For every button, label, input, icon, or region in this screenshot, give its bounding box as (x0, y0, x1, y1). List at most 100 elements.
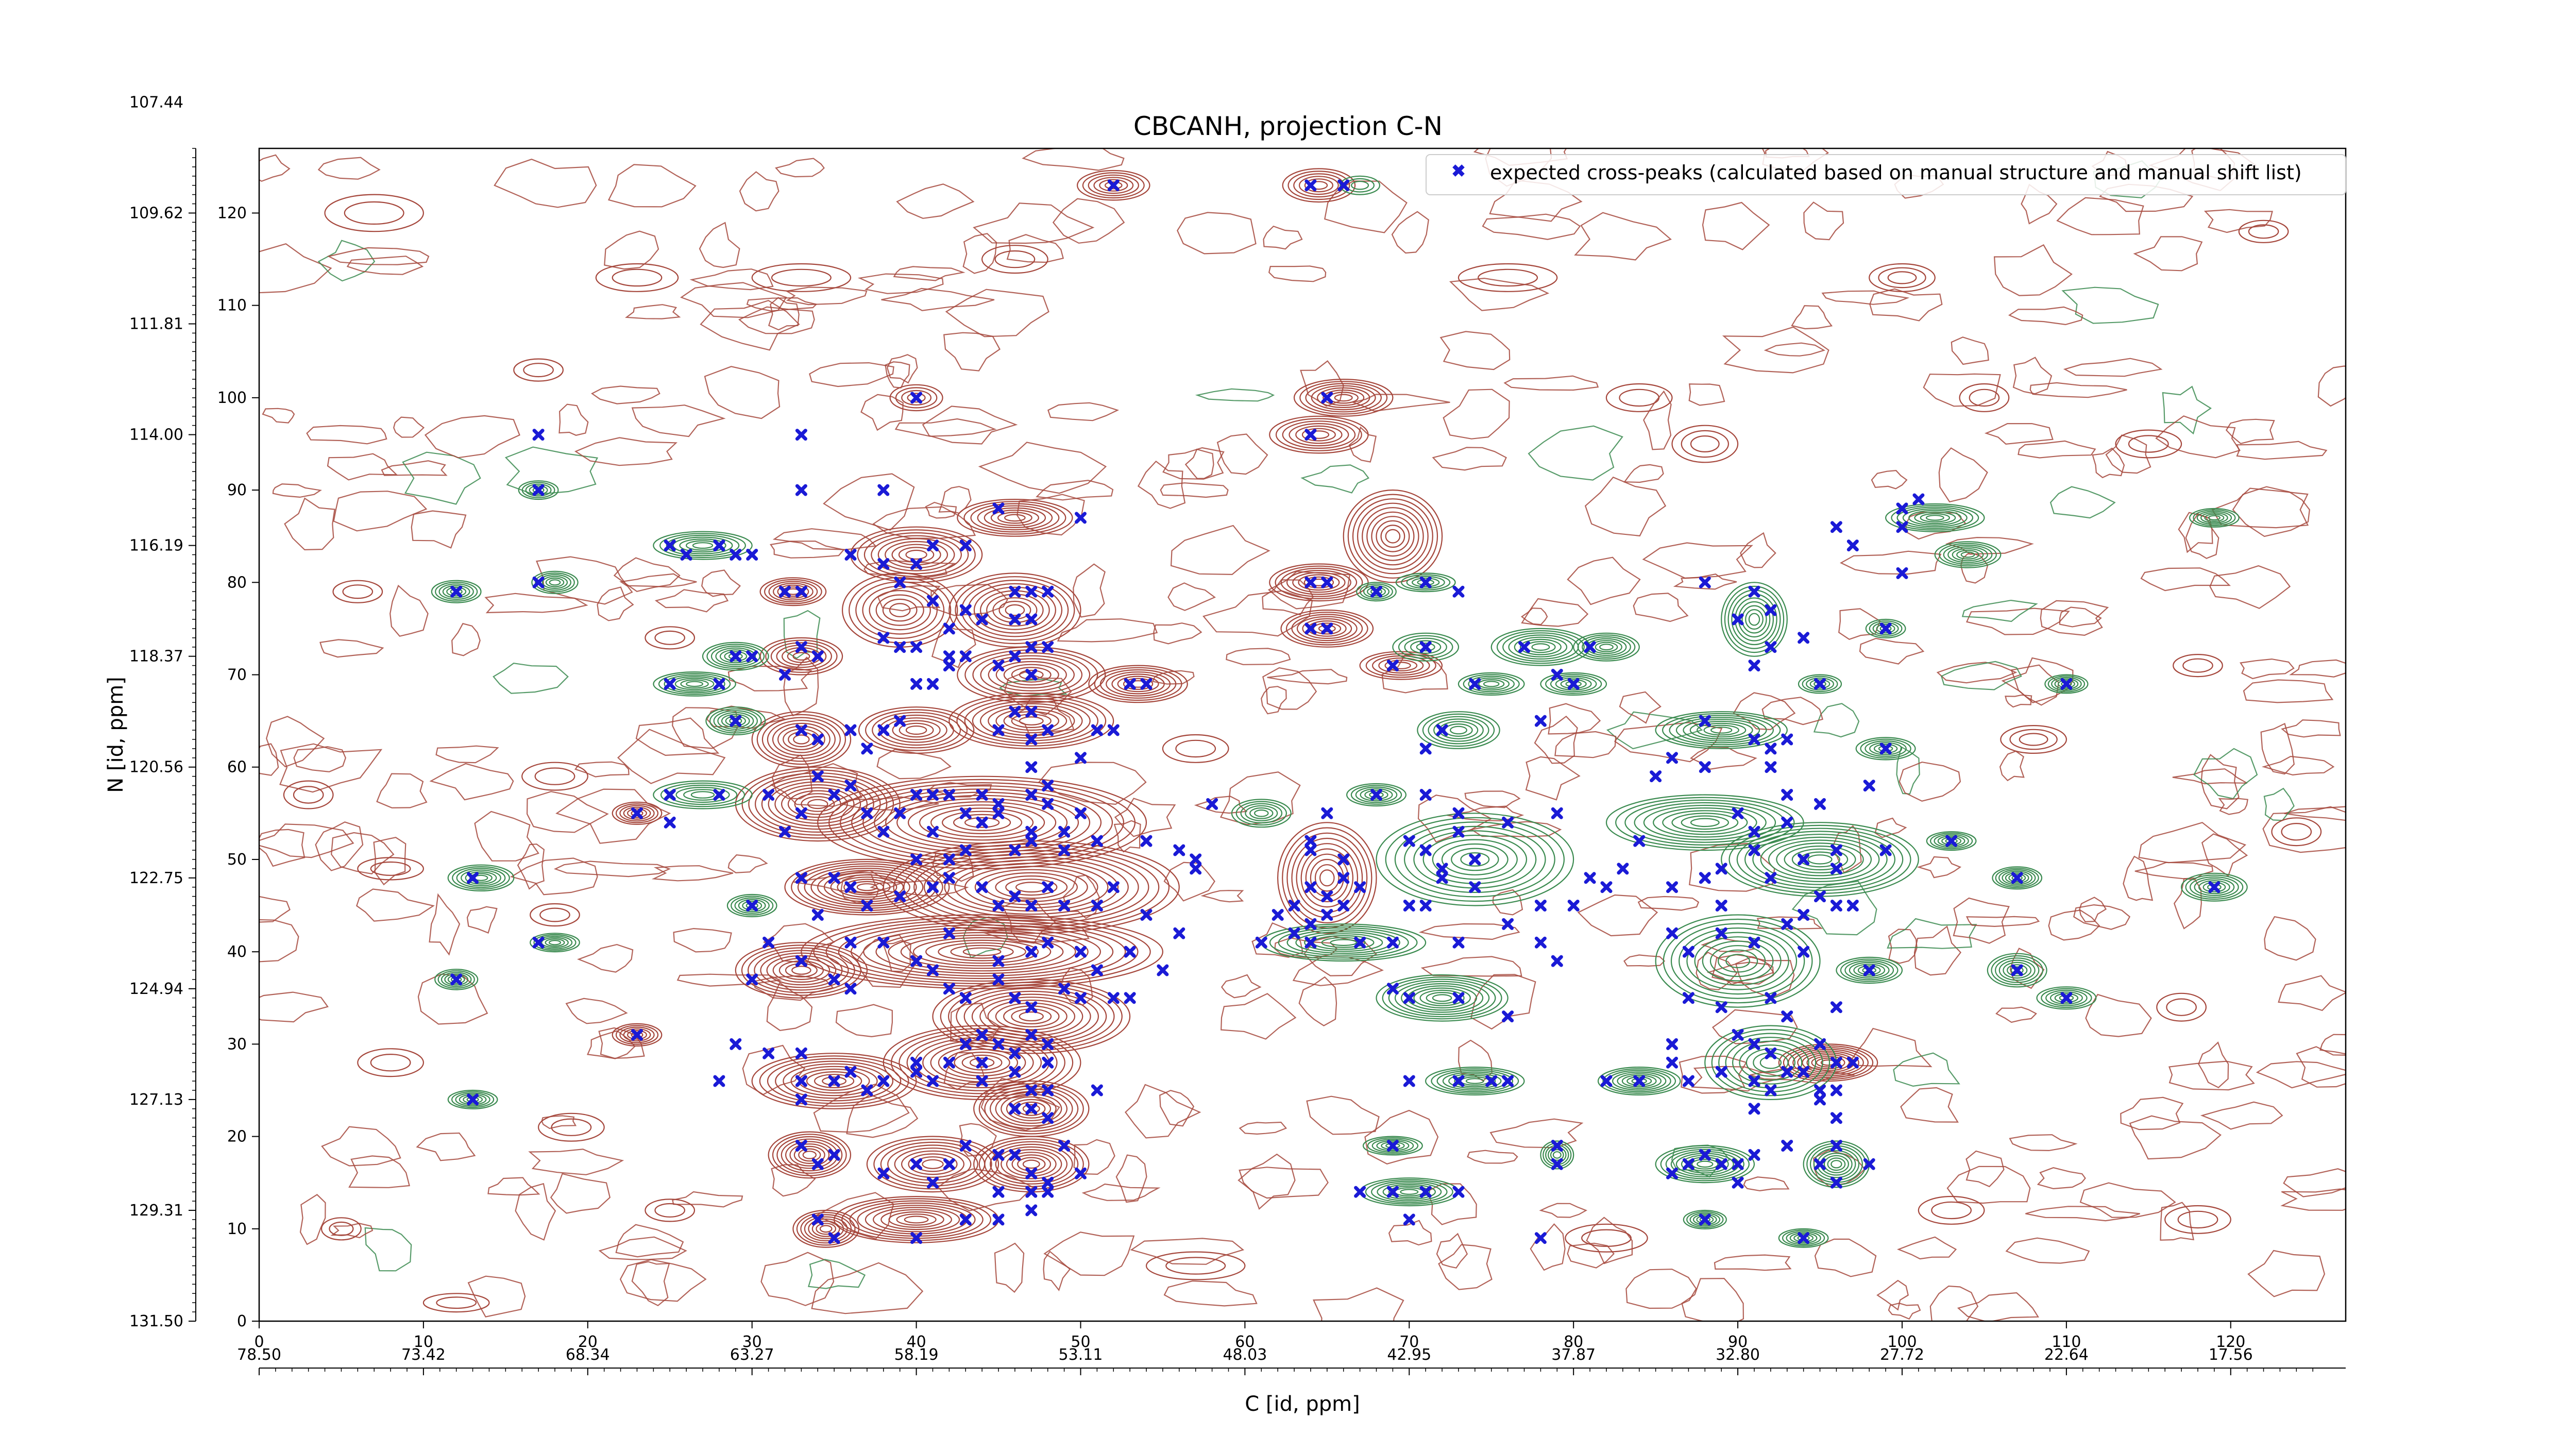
noise-contour (1239, 1167, 1329, 1199)
contour-ring (856, 883, 878, 891)
noise-contour (742, 1044, 806, 1095)
cross-peak-marker (992, 798, 1005, 810)
contour-ring (802, 1151, 817, 1159)
contour-ring (1388, 978, 1496, 1018)
contour-ring (1876, 623, 1895, 634)
noise-contour (259, 991, 329, 1023)
noise-contour (1940, 661, 2022, 690)
contour-ring (1382, 976, 1502, 1020)
cross-peak-marker (1682, 992, 1694, 1004)
contour-ring (986, 594, 1044, 627)
noise-contour (2005, 1237, 2090, 1264)
noise-contour (284, 497, 335, 551)
contour-ring (1865, 740, 1907, 757)
cross-peak-marker (1075, 1167, 1087, 1179)
negative-contour-cluster (1926, 831, 1977, 851)
contour-ring (1555, 677, 1592, 691)
contour-ring (674, 678, 715, 690)
noise-contour (1893, 1052, 1960, 1087)
contour-ring (1552, 1151, 1562, 1159)
contour-ring (789, 1143, 830, 1167)
contour-ring (2189, 508, 2240, 528)
contour-ring (1451, 848, 1499, 871)
noise-contour (1221, 974, 1262, 999)
contour-ring (888, 932, 1076, 972)
noise-contour (333, 491, 428, 532)
cross-peak-marker (1091, 900, 1103, 912)
cross-peak-marker (467, 872, 479, 884)
contour-ring (1914, 511, 1956, 525)
cross-peak-marker (1009, 1103, 1021, 1115)
contour-ring (1816, 1057, 1841, 1068)
contour-ring (329, 1221, 354, 1236)
contour-ring (792, 1209, 860, 1248)
noise-contour (1006, 234, 1064, 263)
noise-contour (727, 665, 812, 691)
noise-contour (783, 610, 821, 659)
contour-ring (1395, 572, 1456, 593)
negative-contour-cluster (1376, 813, 1574, 906)
cross-peak-marker (1321, 890, 1333, 903)
cross-peak-marker (1534, 715, 1547, 727)
contour-ring (751, 711, 852, 768)
contour-ring (977, 505, 1053, 531)
contour-ring (905, 725, 927, 735)
contour-ring (988, 658, 1075, 691)
contour-ring (930, 807, 1034, 838)
negative-contour-cluster (702, 642, 769, 671)
contour-ring (1240, 803, 1283, 824)
contour-ring (452, 866, 510, 890)
contour-ring (675, 786, 730, 803)
noise-contour (766, 982, 813, 1031)
contour-ring (1019, 716, 1044, 726)
contour-ring (1969, 389, 2000, 407)
cross-peak-marker (1814, 678, 1826, 690)
positive-contour-cluster (759, 577, 827, 606)
cross-peak-marker (1025, 825, 1038, 838)
contour-ring (1094, 667, 1182, 701)
noise-contour (885, 361, 910, 389)
cross-peak-marker (450, 585, 463, 598)
negative-contour-cluster (1573, 632, 1640, 662)
y-index-tick-label: 100 (217, 389, 247, 407)
cross-peak-marker (1452, 936, 1465, 949)
cross-peak-marker (811, 733, 824, 746)
cross-peak-marker (1304, 179, 1317, 192)
cross-peak-marker (1765, 1084, 1777, 1096)
contour-ring (787, 790, 848, 818)
cross-peak-marker (1157, 964, 1169, 976)
y-index-tick-label: 120 (217, 204, 247, 222)
contour-ring (1303, 576, 1334, 588)
noise-contour (835, 1004, 893, 1038)
contour-ring (1019, 669, 1044, 680)
noise-contour (1438, 1244, 1493, 1290)
cross-peak-marker (1485, 1075, 1498, 1087)
contour-ring (1431, 1068, 1519, 1094)
noise-contour (624, 304, 681, 319)
cross-peak-marker (1042, 585, 1054, 598)
contour-ring (2009, 729, 2058, 750)
contour-ring (2003, 961, 2032, 979)
positive-contour-cluster (1565, 1223, 1648, 1253)
noise-contour (1262, 579, 1314, 616)
negative-contour-cluster (1362, 1136, 1423, 1156)
cross-peak-marker (1633, 835, 1646, 847)
cross-peak-marker (762, 789, 775, 801)
cross-peak-marker (1386, 1140, 1399, 1152)
cross-peak-marker (910, 955, 923, 967)
cross-peak-marker (1765, 872, 1777, 884)
contour-ring (1782, 1229, 1825, 1246)
noise-contour (887, 354, 918, 384)
noise-contour (528, 1149, 624, 1175)
negative-contour-cluster (1458, 672, 1525, 696)
contour-ring (970, 503, 1060, 533)
noise-contour (429, 763, 514, 801)
contour-ring (1626, 1076, 1652, 1086)
cross-peak-marker (762, 936, 775, 949)
contour-ring (995, 708, 1067, 734)
contour-ring (1378, 657, 1424, 674)
cross-peak-marker (1321, 807, 1333, 819)
contour-ring (1621, 1074, 1657, 1088)
y-index-tick-label: 30 (227, 1035, 247, 1053)
cross-peak-marker (1551, 1140, 1563, 1152)
